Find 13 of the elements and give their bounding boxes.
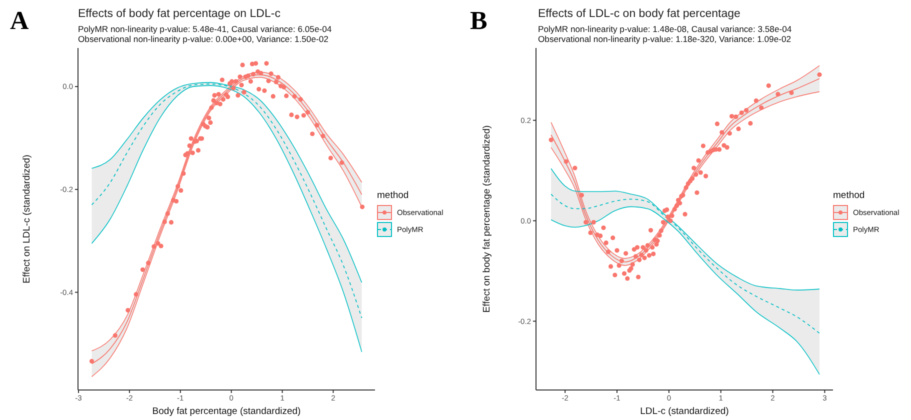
line-series bbox=[550, 206, 820, 375]
chart-subtitle: PolyMR non-linearity p-value: 5.48e-41, Causal variance: 6.05e-04 Observational non-linearity p-value: 0.00e+00, Variance: 1.50e-02 bbox=[78, 24, 332, 44]
text: B bbox=[470, 6, 488, 36]
chart-title: Effects of LDL-c on body fat percentage bbox=[538, 8, 740, 20]
legend-title: method bbox=[833, 190, 866, 201]
x-axis-title: Body fat percentage (standardized) bbox=[152, 406, 301, 417]
x-axis-title: LDL-c (standardized) bbox=[640, 406, 729, 417]
chart-subtitle: PolyMR non-linearity p-value: 1.48e-08, Causal variance: 3.58e-04 Observational non-linearity p-value: 1.18e-320, Variance: 1.09e-02 bbox=[538, 24, 792, 44]
y-axis-title: Effect on body fat percentage (standardized) bbox=[481, 125, 492, 313]
chart-title: Effects of body fat percentage on LDL-c bbox=[78, 8, 280, 20]
y-axis-title: Effect on LDL-c (standardized) bbox=[21, 154, 32, 284]
legend-title: method bbox=[377, 190, 410, 201]
text: A bbox=[10, 6, 29, 36]
